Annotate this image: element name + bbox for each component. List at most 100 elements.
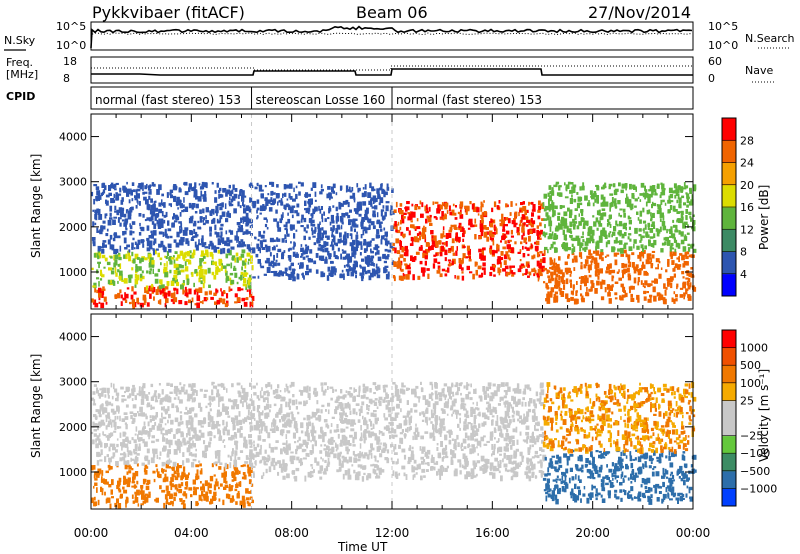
heatmap-cell <box>150 230 153 233</box>
heatmap-cell <box>550 287 555 293</box>
heatmap-cell <box>135 266 139 272</box>
heatmap-cell <box>161 489 166 493</box>
heatmap-cell <box>426 204 428 211</box>
heatmap-cell <box>653 225 656 229</box>
heatmap-cell <box>241 298 245 302</box>
heatmap-cell <box>103 244 107 248</box>
heatmap-cell <box>131 221 136 225</box>
heatmap-cell <box>581 210 584 217</box>
heatmap-cell <box>333 453 337 459</box>
heatmap-cell <box>522 253 526 258</box>
heatmap-cell <box>645 189 648 193</box>
heatmap-cell <box>382 384 386 389</box>
heatmap-cell <box>293 233 296 239</box>
heatmap-cell <box>489 250 492 255</box>
heatmap-cell <box>239 450 244 453</box>
heatmap-cell <box>613 226 617 232</box>
heatmap-cell <box>649 294 653 298</box>
heatmap-cell <box>330 441 334 445</box>
heatmap-cell <box>104 456 107 463</box>
heatmap-cell <box>295 193 298 200</box>
heatmap-cell <box>523 388 526 392</box>
heatmap-cell <box>286 430 291 434</box>
heatmap-cell <box>673 273 676 278</box>
heatmap-cell <box>404 245 408 252</box>
heatmap-cell <box>95 474 100 478</box>
heatmap-cell <box>650 264 653 269</box>
heatmap-cell <box>280 201 284 206</box>
heatmap-cell <box>193 186 196 191</box>
heatmap-cell <box>244 442 248 446</box>
heatmap-cell <box>320 409 323 414</box>
heatmap-cell <box>582 239 585 243</box>
heatmap-cell <box>300 461 302 467</box>
freq-frame <box>90 56 694 84</box>
heatmap-cell <box>479 223 483 229</box>
heatmap-cell <box>287 248 290 252</box>
heatmap-cell <box>111 395 114 400</box>
heatmap-cell <box>252 247 256 254</box>
heatmap-cell <box>199 186 203 190</box>
heatmap-cell <box>384 240 388 246</box>
heatmap-cell <box>309 472 312 478</box>
heatmap-cell <box>554 205 558 210</box>
heatmap-cell <box>661 183 665 190</box>
heatmap-cell <box>234 440 238 444</box>
heatmap-cell <box>620 283 624 288</box>
heatmap-cell <box>264 223 268 228</box>
heatmap-cell <box>289 196 293 200</box>
heatmap-cell <box>188 452 192 456</box>
heatmap-cell <box>352 396 356 402</box>
heatmap-cell <box>218 466 222 470</box>
heatmap-cell <box>96 190 101 196</box>
heatmap-cell <box>370 203 373 207</box>
heatmap-cell <box>424 417 427 423</box>
heatmap-cell <box>578 252 583 258</box>
heatmap-cell <box>278 199 281 203</box>
heatmap-cell <box>153 223 157 226</box>
heatmap-cell <box>117 193 122 196</box>
heatmap-cell <box>136 463 139 467</box>
heatmap-cell <box>360 395 364 399</box>
heatmap-cell <box>420 245 423 250</box>
heatmap-cell <box>176 288 179 295</box>
heatmap-cell <box>199 209 202 214</box>
heatmap-cell <box>566 298 571 303</box>
heatmap-cell <box>330 423 333 427</box>
heatmap-cell <box>459 470 462 475</box>
heatmap-cell <box>180 432 184 438</box>
heatmap-cell <box>117 263 120 267</box>
heatmap-cell <box>425 253 429 256</box>
heatmap-cell <box>309 450 314 454</box>
heatmap-cell <box>481 412 486 418</box>
heatmap-cell <box>280 466 284 473</box>
heatmap-cell <box>262 423 266 427</box>
heatmap-cell <box>521 235 524 240</box>
heatmap-cell <box>173 292 176 298</box>
heatmap-cell <box>573 246 576 253</box>
heatmap-cell <box>219 218 222 223</box>
heatmap-cell <box>289 207 294 214</box>
heatmap-cell <box>567 207 570 212</box>
heatmap-cell <box>169 192 172 196</box>
heatmap-cell <box>179 411 183 414</box>
heatmap-cell <box>228 437 232 441</box>
heatmap-cell <box>546 298 551 304</box>
heatmap-cell <box>161 412 163 418</box>
heatmap-cell <box>648 189 651 192</box>
heatmap-cell <box>579 245 582 252</box>
heatmap-cell <box>368 430 370 437</box>
heatmap-cell <box>576 225 580 230</box>
heatmap-cell <box>113 216 117 219</box>
heatmap-cell <box>124 391 126 394</box>
heatmap-cell <box>319 208 322 214</box>
heatmap-cell <box>196 234 199 237</box>
heatmap-cell <box>270 384 273 390</box>
heatmap-cell <box>421 232 426 235</box>
heatmap-cell <box>226 249 230 253</box>
heatmap-cell <box>657 232 660 237</box>
heatmap-cell <box>138 213 142 217</box>
heatmap-cell <box>565 186 568 191</box>
heatmap-cell <box>335 442 337 448</box>
heatmap-cell <box>164 410 169 413</box>
